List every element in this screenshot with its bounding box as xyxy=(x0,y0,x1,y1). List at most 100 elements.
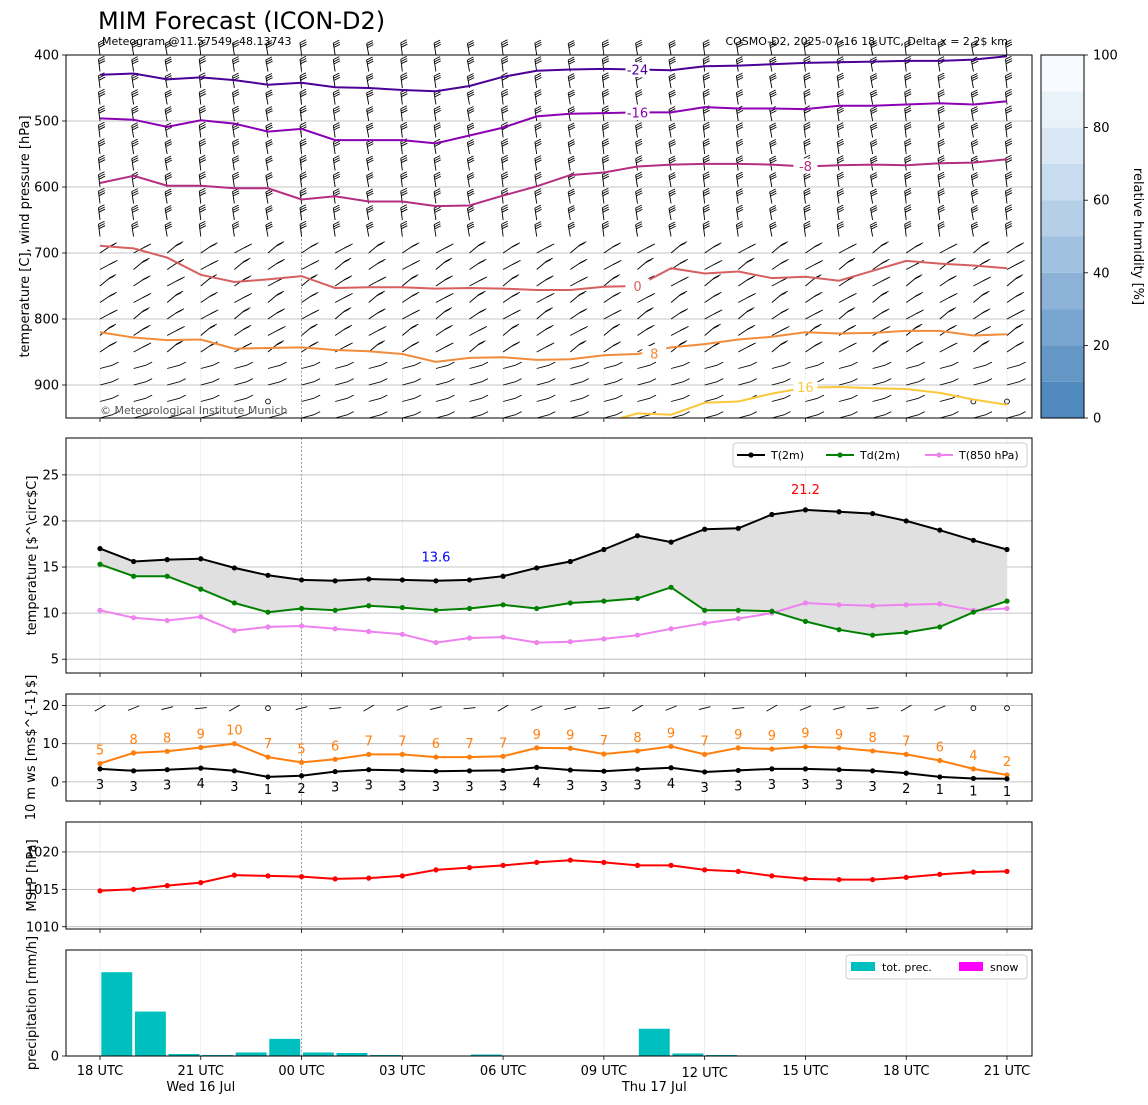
wind-barb-flag xyxy=(803,72,811,77)
wind-barb xyxy=(97,55,106,72)
wind-barb xyxy=(904,187,912,204)
series-point-wind_speed xyxy=(836,745,842,751)
wind-barb-flag xyxy=(578,309,586,314)
wind-barb xyxy=(166,290,184,303)
wind-barb-flag xyxy=(669,192,676,197)
wind-barb-flag xyxy=(702,204,710,209)
wind-barb xyxy=(970,172,979,188)
series-point-gust xyxy=(332,768,338,775)
wind-barb-flag xyxy=(736,56,743,61)
wind-barb xyxy=(769,122,777,138)
wind-barb-flag xyxy=(467,73,474,77)
wind-barb xyxy=(603,274,621,287)
wind-barb-flag xyxy=(412,323,419,328)
wind-barb-flag xyxy=(635,122,642,127)
wind-barb-flag xyxy=(199,43,206,48)
y-axis-label: MSLP [hPa] xyxy=(25,839,40,911)
wind-barb xyxy=(368,378,388,386)
series-point-mslp xyxy=(164,883,170,889)
wind-barb-flag xyxy=(477,341,484,346)
wind-barb xyxy=(232,155,240,171)
wind-barb xyxy=(738,411,758,419)
wind-barb-flag xyxy=(512,323,520,328)
wind-barb-flag xyxy=(414,378,422,383)
wind-barb xyxy=(402,309,421,320)
wind-barb xyxy=(1006,361,1026,369)
series-point-t2m xyxy=(668,539,674,545)
wind-barb-flag xyxy=(377,260,384,264)
wind-barb-flag xyxy=(232,60,240,65)
wind-barb-staff xyxy=(704,381,718,386)
wind-barb-flag xyxy=(870,174,878,178)
x-tick-label: 21 UTC xyxy=(984,1064,1030,1079)
wind-barb-flag xyxy=(985,378,993,383)
wind-barb-flag xyxy=(702,39,710,44)
wind-barb xyxy=(937,105,945,122)
wind-barb xyxy=(198,55,206,72)
wind-barb xyxy=(973,378,993,386)
wind-value-label: 5 xyxy=(297,742,305,757)
wind-barb-flag xyxy=(164,73,172,77)
wind-barb xyxy=(536,292,555,303)
wind-barb-staff xyxy=(301,381,315,386)
wind-barb-flag xyxy=(344,294,351,298)
wind-barb-flag xyxy=(938,206,945,211)
wind-barb-flag xyxy=(481,411,489,416)
wind-barb xyxy=(366,106,374,122)
wind-barb xyxy=(234,257,251,270)
wind-barb xyxy=(970,221,979,237)
wind-value-label: 3 xyxy=(465,780,473,795)
wind-barb-flag xyxy=(300,93,307,98)
wind-barb xyxy=(501,220,509,237)
wind-barb-flag xyxy=(669,159,676,164)
wind-barb xyxy=(771,258,789,270)
wind-barb xyxy=(939,411,959,419)
wind-barb xyxy=(601,72,610,89)
wind-barb-flag xyxy=(1015,243,1023,248)
isotherm-label: 0 xyxy=(633,280,641,295)
wind-barb-flag xyxy=(98,126,106,131)
isotherm-line xyxy=(99,158,1008,208)
wind-barb-flag xyxy=(947,308,955,313)
wind-barb-flag xyxy=(837,126,845,131)
wind-barb-flag xyxy=(512,310,519,315)
wind-barb-flag xyxy=(333,107,340,112)
wind-barb xyxy=(536,324,554,336)
wind-barb xyxy=(771,308,789,320)
wind-barb xyxy=(702,72,710,89)
colorbar-tick-label: 0 xyxy=(1093,412,1101,427)
wind-barb-staff xyxy=(267,364,281,369)
wind-barb-flag xyxy=(914,275,921,280)
wind-barb-flag xyxy=(433,122,441,127)
wind-barb-flag xyxy=(1015,293,1023,297)
wind-barb-flag xyxy=(669,124,676,129)
wind-barb xyxy=(738,292,756,303)
wind-barb xyxy=(704,378,724,386)
wind-barb-flag xyxy=(602,173,609,178)
wind-barb-flag xyxy=(467,143,475,148)
wind-barb xyxy=(665,705,677,711)
wind-barb-flag xyxy=(232,58,240,63)
wind-barb-staff xyxy=(570,397,583,402)
wind-barb xyxy=(501,88,509,105)
wind-barb xyxy=(870,40,878,56)
wind-barb xyxy=(803,121,811,138)
wind-barb-flag xyxy=(1015,342,1023,347)
legend-swatch-precip xyxy=(851,962,875,971)
wind-barb-flag xyxy=(545,326,552,330)
wind-barb xyxy=(1004,171,1013,188)
wind-barb xyxy=(668,205,676,221)
wind-barb xyxy=(771,411,791,419)
wind-barb-flag xyxy=(645,259,652,264)
wind-barb-flag xyxy=(165,42,172,46)
wind-barb-flag xyxy=(703,58,710,62)
wind-barb-calm xyxy=(970,705,977,711)
wind-barb-flag xyxy=(703,142,710,147)
wind-barb-flag xyxy=(232,89,239,94)
wind-barb-flag xyxy=(164,188,172,193)
wind-barb-staff xyxy=(603,414,617,419)
wind-barb-flag xyxy=(366,172,373,176)
wind-barb-flag xyxy=(1005,140,1012,145)
y-tick-label: 5 xyxy=(51,653,59,668)
wind-barb xyxy=(435,275,453,287)
